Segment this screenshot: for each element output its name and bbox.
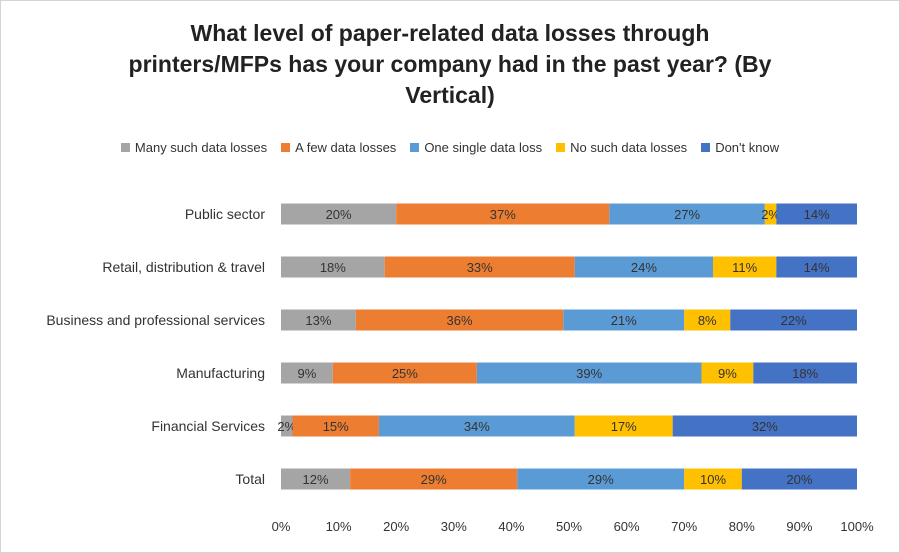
legend-label: Many such data losses — [134, 140, 268, 155]
bar-segment — [713, 256, 777, 278]
bar-segment — [684, 309, 731, 331]
data-label: 14% — [804, 207, 830, 222]
data-label: 15% — [323, 419, 349, 434]
x-tick-label: 10% — [326, 519, 352, 534]
bar-segment — [384, 256, 575, 278]
bar-segment — [574, 415, 673, 437]
bar-segment — [730, 309, 857, 331]
category-label: Manufacturing — [176, 365, 265, 381]
data-label: 36% — [447, 313, 473, 328]
data-label: 20% — [326, 207, 352, 222]
bar-segment — [563, 309, 685, 331]
data-label: 12% — [303, 472, 329, 487]
legend-label: No such data losses — [570, 140, 688, 155]
data-label: 20% — [786, 472, 812, 487]
data-label: 22% — [781, 313, 807, 328]
legend-swatch — [120, 143, 130, 152]
bar-segment — [753, 362, 857, 384]
bar-segment — [378, 415, 575, 437]
bar-segment — [281, 362, 333, 384]
legend-swatch — [281, 143, 291, 152]
chart-title: What level of paper-related data losses … — [128, 20, 772, 108]
bar-segment — [355, 309, 564, 331]
data-label: 34% — [464, 419, 490, 434]
bar-segment — [281, 415, 293, 437]
legend-label: A few data losses — [295, 140, 397, 155]
bar-segment — [396, 203, 610, 225]
legend: Many such data losses A few data losses On… — [0, 140, 900, 155]
data-label: 32% — [752, 419, 778, 434]
legend-swatch — [556, 143, 566, 152]
x-tick-label: 60% — [614, 519, 640, 534]
data-label: 25% — [392, 366, 418, 381]
x-tick-label: 50% — [556, 519, 582, 534]
legend-item: Many such data losses — [120, 140, 268, 155]
data-label: 18% — [320, 260, 346, 275]
data-label: 37% — [490, 207, 516, 222]
data-label: 29% — [421, 472, 447, 487]
data-label: 14% — [804, 260, 830, 275]
data-label: 17% — [611, 419, 637, 434]
data-label: 10% — [700, 472, 726, 487]
data-label: 2% — [761, 207, 780, 222]
data-label: 11% — [732, 260, 757, 275]
x-tick-label: 90% — [786, 519, 812, 534]
x-tick-label: 100% — [840, 519, 874, 534]
category-label: Total — [235, 471, 265, 487]
bar-segment — [574, 256, 713, 278]
legend-swatch — [410, 143, 420, 152]
legend-item: One single data loss — [410, 140, 542, 155]
category-label: Business and professional services — [46, 312, 265, 328]
legend-item: No such data losses — [556, 140, 687, 155]
x-tick-label: 20% — [383, 519, 409, 534]
data-label: 33% — [467, 260, 493, 275]
bar-segment — [332, 362, 477, 384]
bar-segment — [281, 468, 351, 490]
bar-segment — [764, 203, 777, 225]
bar-segment — [741, 468, 857, 490]
category-label: Financial Services — [151, 418, 265, 434]
bar-segment — [776, 203, 857, 225]
legend-label: One single data loss — [424, 140, 543, 155]
data-label: 2% — [277, 419, 296, 434]
x-tick-label: 30% — [441, 519, 467, 534]
legend-label: Don't know — [715, 140, 780, 155]
data-label: 13% — [305, 313, 331, 328]
x-tick-label: 80% — [729, 519, 755, 534]
bar-segment — [281, 309, 356, 331]
bar-segment — [609, 203, 765, 225]
bar-segment — [350, 468, 518, 490]
bar-segment — [684, 468, 742, 490]
bar-segment — [476, 362, 702, 384]
bar-segment — [672, 415, 857, 437]
x-tick-label: 40% — [498, 519, 524, 534]
x-tick-label: 70% — [671, 519, 697, 534]
legend-item: A few data losses — [281, 140, 396, 155]
bar-segment — [776, 256, 857, 278]
bar-segment — [517, 468, 685, 490]
bar-segment — [701, 362, 754, 384]
x-tick-label: 0% — [272, 519, 291, 534]
data-label: 9% — [718, 366, 737, 381]
data-label: 9% — [298, 366, 317, 381]
data-label: 29% — [588, 472, 614, 487]
bar-segment — [281, 203, 397, 225]
category-label: Public sector — [185, 206, 265, 222]
legend-swatch — [701, 143, 711, 152]
data-label: 18% — [792, 366, 818, 381]
data-label: 21% — [611, 313, 637, 328]
legend-item: Don't know — [701, 140, 779, 155]
category-label: Retail, distribution & travel — [102, 259, 265, 275]
bar-segment — [292, 415, 379, 437]
data-label: 24% — [631, 260, 657, 275]
data-label: 27% — [674, 207, 700, 222]
data-label: 39% — [576, 366, 602, 381]
bar-segment — [281, 256, 385, 278]
data-label: 8% — [698, 313, 717, 328]
